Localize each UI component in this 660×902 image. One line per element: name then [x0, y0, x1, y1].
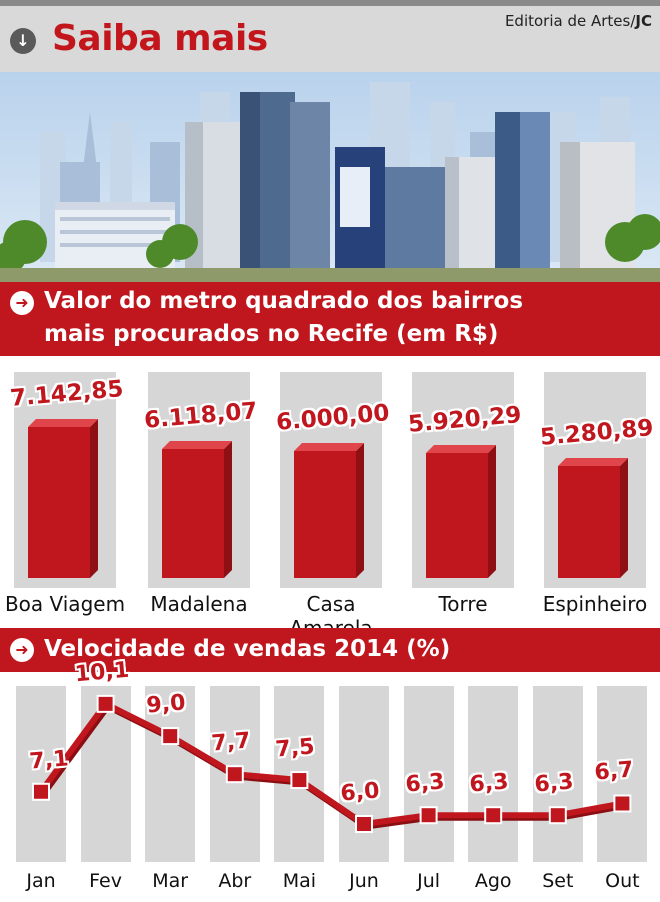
section-title-line-chart: Velocidade de vendas 2014 (%)	[44, 636, 451, 662]
skyline-svg	[0, 82, 660, 282]
month-label-set: Set	[542, 870, 574, 892]
point-value-label-mai: 7,5	[274, 734, 316, 763]
month-label-ago: Ago	[474, 870, 512, 892]
top-strip	[0, 0, 660, 6]
credit: Editoria de Artes/JC	[505, 12, 652, 30]
line-point-set	[548, 806, 567, 825]
month-label-mai: Mai	[282, 870, 317, 892]
bar-torre	[426, 445, 496, 578]
bar-category-label-boa-viagem: Boa Viagem	[4, 592, 126, 616]
line-point-jan	[32, 782, 50, 801]
line-column-bg-out	[597, 686, 648, 862]
line-column-bg-mar	[145, 686, 196, 862]
line-column-bg-jul	[403, 686, 454, 862]
line-column-bg-ago	[468, 686, 519, 862]
line-point-mai	[290, 771, 309, 790]
line-point-out	[613, 794, 632, 813]
line-series-shadow	[40, 702, 626, 830]
month-label-abr: Abr	[218, 870, 252, 892]
section-header-bar-chart: ➜ Valor do metro quadrado dos bairros ma…	[0, 282, 660, 356]
down-arrow-icon: ↓	[10, 28, 36, 54]
bar-casa-amarela	[294, 443, 364, 578]
credit-prefix: Editoria de Artes/	[504, 12, 636, 30]
bar-category-label-espinheiro: Espinheiro	[542, 592, 648, 616]
bar-category-label-torre: Torre	[438, 592, 488, 616]
bar-boa-viagem	[28, 419, 98, 578]
section-title-line1: Valor do metro quadrado dos bairros	[44, 288, 524, 314]
section-header-line-chart: ➜ Velocidade de vendas 2014 (%)	[0, 628, 660, 672]
arrow-right-icon: ➜	[10, 638, 34, 662]
point-value-label-jun: 6,0	[339, 778, 381, 807]
line-column-bg-set	[532, 686, 583, 862]
point-value-label-jan: 7,1	[28, 746, 70, 775]
credit-suffix: JC	[635, 12, 652, 30]
point-value-label-fev: 10,1	[73, 657, 130, 688]
section-title-line2: mais procurados no Recife (em R$)	[44, 321, 499, 347]
line-point-jun	[355, 815, 373, 833]
month-label-fev: Fev	[89, 870, 122, 892]
line-point-mar	[161, 727, 180, 746]
line-series	[38, 700, 623, 827]
month-label-mar: Mar	[152, 870, 189, 892]
month-label-jul: Jul	[417, 870, 441, 892]
line-point-abr	[225, 765, 244, 784]
bar-espinheiro	[558, 458, 628, 578]
line-point-ago	[484, 806, 503, 825]
page-title: Saiba mais	[52, 18, 268, 59]
bar-category-label-madalena: Madalena	[150, 592, 248, 616]
city-skyline-illustration	[0, 72, 660, 282]
month-label-jun: Jun	[349, 870, 379, 892]
line-point-jul	[419, 806, 438, 825]
month-label-out: Out	[605, 870, 640, 892]
month-label-jan: Jan	[26, 870, 56, 892]
bar-madalena	[162, 441, 232, 578]
header: ↓ Saiba mais Editoria de Artes/JC	[0, 6, 660, 72]
arrow-right-icon: ➜	[10, 291, 34, 315]
line-point-fev	[96, 694, 115, 713]
